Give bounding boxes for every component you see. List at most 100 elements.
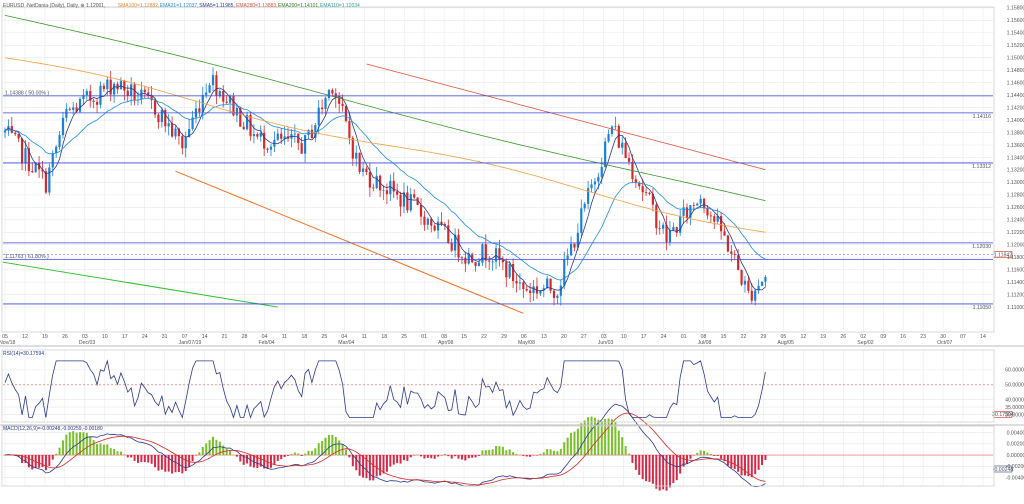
candle-bull [518, 282, 522, 284]
candle-bear [675, 227, 678, 233]
candle-bear [232, 95, 235, 116]
candle-bear [297, 133, 300, 144]
candle-bull [65, 109, 68, 118]
date-tick-label: 25 [401, 334, 407, 340]
macd-histogram-bar [505, 450, 508, 456]
macd-histogram-bar [638, 455, 641, 475]
candle-bull [113, 83, 116, 95]
candle-bear [419, 204, 423, 217]
date-tick-label: 29 [501, 334, 507, 340]
candle-bear [157, 114, 160, 123]
macd-histogram-bar [566, 437, 569, 456]
macd-histogram-bar [242, 455, 245, 465]
macd-histogram-bar [563, 442, 566, 456]
macd-histogram-bar [327, 435, 330, 456]
candle-bull [662, 224, 665, 229]
price-tick-label: 1.15200 [1007, 43, 1024, 49]
level-label: 1.12030 [972, 244, 991, 250]
candle-bear [423, 216, 426, 225]
date-tick-label: 19 [820, 334, 826, 340]
candle-bear [730, 251, 733, 254]
macd-histogram-bar [587, 417, 590, 456]
candle-bull [324, 98, 327, 110]
macd-histogram-bar [136, 455, 139, 463]
macd-histogram-bar [648, 455, 651, 482]
macd-histogram-bar [48, 455, 51, 466]
macd-histogram-bar [447, 455, 450, 457]
macd-histogram-bar [44, 455, 47, 471]
candle-bear [552, 290, 556, 298]
macd-histogram-bar [160, 455, 163, 470]
candle-bear [14, 132, 17, 135]
candle-bull [580, 208, 583, 233]
macd-histogram-bar [607, 418, 610, 456]
price-tick-label: 1.15400 [1007, 31, 1024, 37]
macd-histogram-bar [321, 440, 324, 456]
macd-histogram-bar [559, 449, 562, 456]
macd-histogram-bar [249, 455, 252, 467]
pane-frame [1, 349, 995, 423]
candle-bull [259, 132, 262, 137]
candle-bull [672, 227, 675, 231]
candle-bear [256, 134, 259, 137]
candle-bull [160, 110, 163, 123]
month-tick-label: Oct/07 [937, 340, 952, 346]
candle-bear [249, 114, 252, 137]
candle-bear [102, 85, 105, 90]
macd-histogram-bar [617, 430, 620, 456]
macd-histogram-bar [542, 452, 545, 456]
macd-histogram-bar [191, 455, 194, 462]
macd-histogram-bar [460, 455, 463, 460]
candle-bear [460, 257, 464, 259]
macd-histogram-bar [641, 455, 644, 480]
macd-histogram-bar [51, 455, 54, 460]
candle-bear [573, 243, 576, 248]
macd-histogram-bar [232, 454, 235, 456]
price-tick-label: 1.12400 [1007, 218, 1024, 224]
macd-histogram-bar [106, 444, 109, 456]
rsi-tick-label: 60.00000 [1005, 368, 1024, 374]
candle-bull [307, 129, 310, 136]
candle-bull [382, 190, 385, 192]
price-tick-label: 1.14800 [1007, 68, 1024, 74]
candle-bear [126, 90, 129, 96]
macd-histogram-bar [171, 455, 174, 474]
macd-histogram-bar [385, 455, 388, 472]
macd-histogram-bar [761, 455, 764, 466]
macd-histogram-bar [634, 455, 637, 470]
macd-histogram-bar [484, 450, 487, 456]
candle-bear [338, 97, 341, 104]
price-tick-label: 1.11400 [1007, 280, 1024, 286]
macd-histogram-bar [109, 448, 112, 456]
sma100-line [4, 57, 766, 233]
macd-histogram-bar [525, 455, 528, 457]
candle-bear [263, 132, 266, 149]
price-tick-label: 1.14400 [1007, 93, 1024, 99]
price-pane: 1.14116 1.13312 1.12030 1.11050 1.14388 ( 50… [2, 7, 1013, 332]
month-tick-label: Mar/04 [338, 340, 354, 346]
ema-red-line [366, 63, 766, 171]
macd-histogram-bar [246, 455, 249, 464]
candle-bull [682, 207, 685, 216]
macd-histogram-bar [614, 422, 617, 456]
ema-green-line [4, 15, 766, 202]
date-tick-label: 18 [381, 334, 387, 340]
macd-histogram-bar [300, 455, 303, 457]
macd-histogram-bar [454, 455, 457, 457]
macd-histogram-bar [474, 455, 477, 458]
month-tick-label: Dec/03 [79, 340, 96, 346]
candle-bull [764, 276, 767, 282]
macd-histogram-bar [420, 455, 423, 457]
candle-bear [396, 191, 399, 195]
candle-bull [99, 85, 102, 105]
candle-bear [143, 89, 146, 93]
candle-bull [85, 91, 88, 96]
macd-histogram-bar [290, 453, 293, 456]
macd-histogram-bar [307, 450, 310, 456]
candle-bear [627, 157, 631, 162]
macd-histogram-bar [529, 455, 532, 457]
candle-bear [413, 194, 416, 198]
candle-bear [38, 163, 41, 170]
macd-histogram-bar [730, 455, 733, 469]
